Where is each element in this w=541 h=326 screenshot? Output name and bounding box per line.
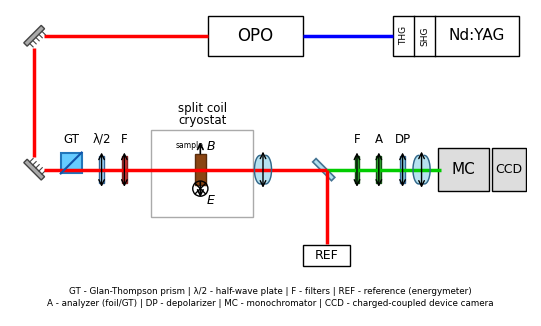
Text: sample: sample (176, 141, 204, 150)
Text: B: B (207, 141, 216, 153)
FancyBboxPatch shape (492, 148, 526, 191)
FancyBboxPatch shape (377, 156, 381, 183)
FancyBboxPatch shape (122, 156, 127, 183)
Text: F: F (354, 133, 360, 146)
Text: CCD: CCD (496, 163, 523, 176)
FancyBboxPatch shape (99, 156, 104, 183)
Text: GT: GT (63, 133, 79, 146)
Text: F: F (121, 133, 128, 146)
FancyBboxPatch shape (151, 130, 254, 217)
FancyBboxPatch shape (354, 156, 359, 183)
Text: A - analyzer (foil/GT) | DP - depolarizer | MC - monochromator | CCD - charged-c: A - analyzer (foil/GT) | DP - depolarize… (47, 299, 494, 308)
FancyBboxPatch shape (303, 244, 351, 266)
Text: λ/2: λ/2 (93, 133, 111, 146)
Text: E: E (207, 194, 215, 207)
Text: REF: REF (315, 249, 339, 261)
Polygon shape (24, 159, 44, 180)
Polygon shape (413, 156, 430, 184)
FancyBboxPatch shape (208, 16, 303, 56)
Polygon shape (24, 25, 44, 46)
Text: cryostat: cryostat (178, 114, 227, 127)
FancyBboxPatch shape (400, 156, 405, 183)
FancyBboxPatch shape (195, 155, 206, 185)
FancyBboxPatch shape (438, 148, 489, 191)
Text: split coil: split coil (177, 102, 227, 115)
FancyBboxPatch shape (393, 16, 519, 56)
Text: OPO: OPO (237, 27, 273, 45)
Text: MC: MC (451, 162, 475, 177)
Text: A: A (375, 133, 383, 146)
Text: DP: DP (394, 133, 411, 146)
Polygon shape (254, 156, 272, 184)
Text: Nd:YAG: Nd:YAG (449, 28, 505, 43)
FancyBboxPatch shape (61, 153, 82, 173)
Text: GT - Glan-Thompson prism | λ/2 - half-wave plate | F - filters | REF - reference: GT - Glan-Thompson prism | λ/2 - half-wa… (69, 287, 472, 296)
Text: THG: THG (399, 26, 408, 45)
Text: SHG: SHG (420, 26, 429, 46)
Polygon shape (313, 158, 335, 181)
